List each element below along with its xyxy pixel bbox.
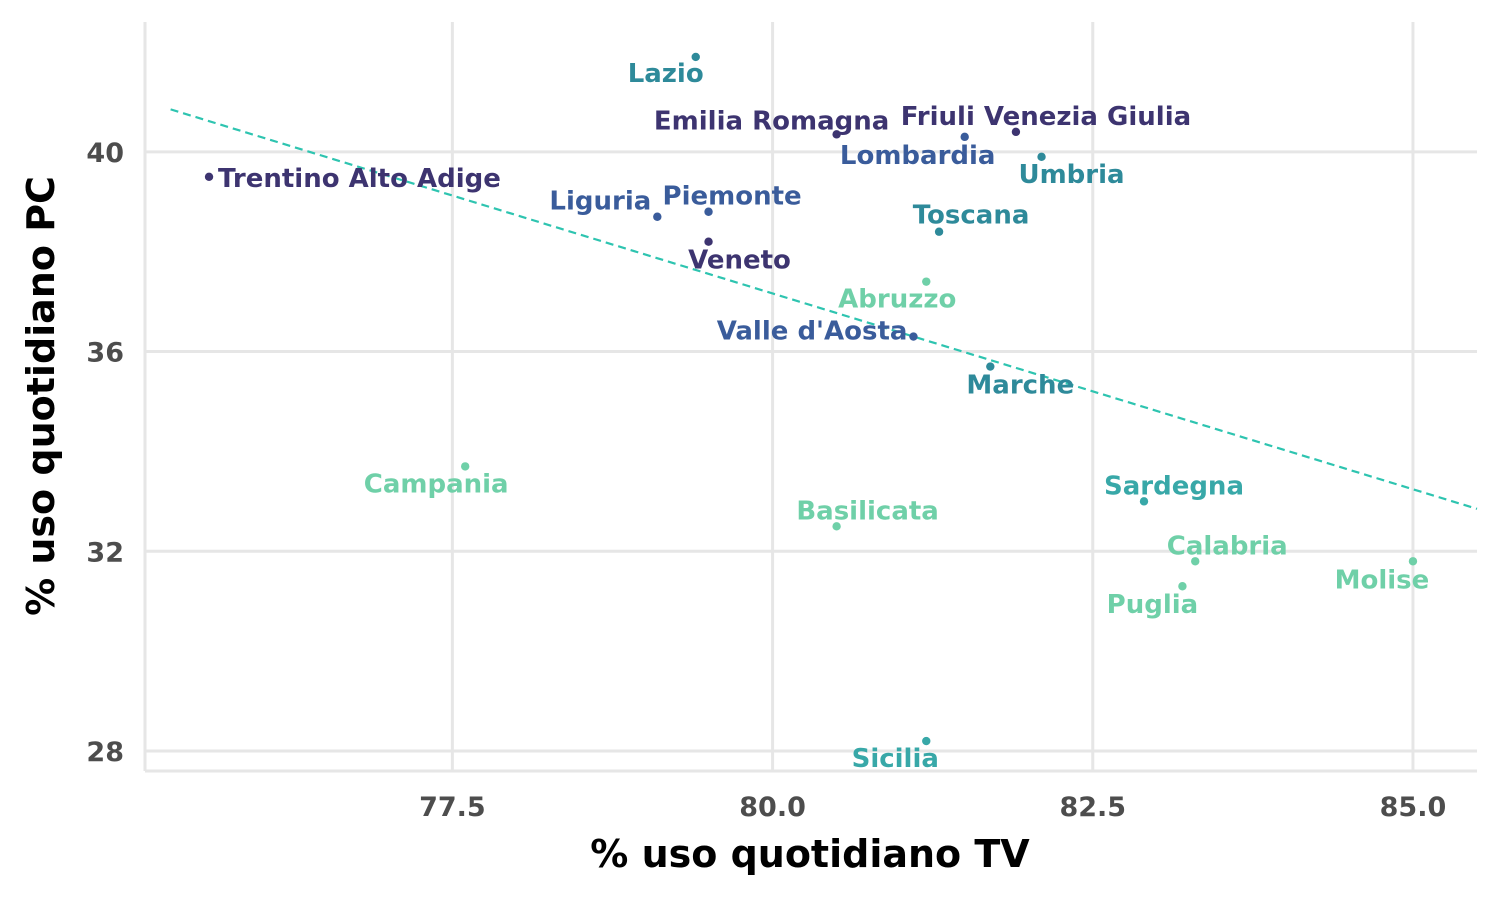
point-label: Liguria	[549, 187, 651, 217]
point-label: Sicilia	[852, 744, 939, 774]
point-label: Marche	[966, 371, 1074, 401]
data-point	[832, 522, 841, 531]
point-label: Veneto	[688, 246, 791, 276]
point-label: Friuli Venezia Giulia	[901, 102, 1191, 132]
trend-line	[170, 108, 1478, 510]
points-layer	[204, 52, 1418, 746]
grid-layer	[145, 22, 1477, 771]
point-label: Abruzzo	[838, 285, 956, 315]
data-point	[204, 172, 214, 181]
data-point	[1191, 557, 1200, 566]
y-tick-label: 36	[86, 338, 124, 369]
tick-label-layer: 77.5 80.0 82.5 85.0 28 32 36 40	[86, 138, 1446, 823]
y-axis-title: % uso quotidiano PC	[19, 176, 63, 616]
point-label: Puglia	[1107, 590, 1199, 620]
data-point	[653, 212, 662, 221]
trendline-layer	[170, 108, 1478, 510]
x-tick-label: 85.0	[1380, 792, 1447, 823]
data-point	[909, 332, 918, 341]
data-point	[1037, 152, 1046, 162]
x-tick-label: 82.5	[1059, 792, 1126, 823]
data-point	[704, 237, 713, 246]
data-point	[934, 227, 944, 236]
data-point	[922, 277, 931, 286]
data-point	[1178, 582, 1187, 591]
point-label: Emilia Romagna	[654, 106, 889, 136]
point-label: Lombardia	[840, 141, 996, 171]
data-point	[460, 462, 470, 471]
point-label: Piemonte	[663, 182, 802, 212]
data-point	[1408, 557, 1418, 566]
data-point	[960, 132, 969, 142]
point-label: Lazio	[628, 59, 704, 89]
data-point	[704, 207, 713, 216]
point-label: Trentino Alto Adige	[218, 164, 501, 194]
data-point	[1139, 497, 1149, 506]
point-label: Umbria	[1018, 160, 1124, 190]
x-tick-label: 80.0	[739, 792, 806, 823]
y-tick-label: 28	[86, 737, 124, 768]
point-label: Calabria	[1167, 531, 1288, 561]
data-point	[691, 52, 700, 62]
y-tick-label: 40	[86, 138, 124, 169]
data-point	[832, 130, 841, 139]
x-tick-label: 77.5	[419, 792, 486, 823]
data-point	[922, 736, 931, 746]
point-label: Sardegna	[1104, 471, 1244, 501]
data-point	[986, 362, 995, 371]
y-tick-label: 32	[86, 537, 124, 568]
point-label: Toscana	[913, 201, 1030, 231]
point-label: Basilicata	[796, 496, 939, 526]
point-label: Molise	[1335, 565, 1430, 595]
x-axis-title: % uso quotidiano TV	[590, 832, 1030, 876]
point-label: Campania	[364, 469, 509, 499]
point-labels-layer: Lazio Emilia Romagna Friuli Venezia Giulia…	[218, 59, 1429, 774]
point-label: Valle d'Aosta	[717, 317, 908, 347]
axis-layer	[143, 22, 1477, 773]
data-point	[1011, 127, 1021, 137]
